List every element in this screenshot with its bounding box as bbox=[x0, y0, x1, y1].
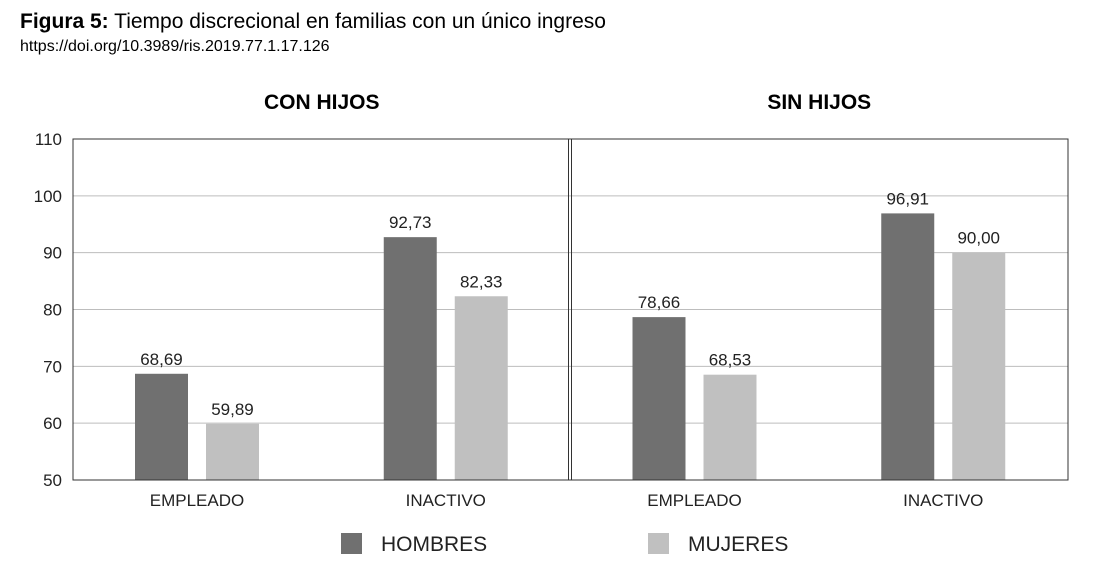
bar-hombres bbox=[881, 213, 935, 480]
bar-mujeres bbox=[703, 374, 757, 480]
data-label: 68,53 bbox=[709, 351, 752, 370]
y-tick-label: 50 bbox=[43, 471, 62, 490]
bar-hombres bbox=[632, 317, 686, 480]
figure-doi: https://doi.org/10.3989/ris.2019.77.1.17… bbox=[20, 38, 330, 55]
y-tick-label: 100 bbox=[34, 187, 62, 206]
category-label: INACTIVO bbox=[903, 491, 983, 510]
category-label: INACTIVO bbox=[406, 491, 486, 510]
legend-swatch-mujeres bbox=[648, 533, 669, 554]
bar-mujeres bbox=[952, 252, 1006, 480]
data-label: 68,69 bbox=[140, 350, 183, 369]
category-label: EMPLEADO bbox=[150, 491, 244, 510]
data-label: 59,89 bbox=[211, 400, 254, 419]
bar-hombres bbox=[135, 373, 188, 480]
data-label: 96,91 bbox=[886, 189, 929, 208]
panel-title: CON HIJOS bbox=[264, 91, 380, 114]
y-tick-label: 60 bbox=[43, 414, 62, 433]
category-label: EMPLEADO bbox=[647, 491, 741, 510]
y-tick-label: 90 bbox=[43, 244, 62, 263]
figure-title: Figura 5: Tiempo discrecional en familia… bbox=[20, 10, 606, 34]
y-tick-label: 70 bbox=[43, 357, 62, 376]
bar-mujeres bbox=[454, 296, 508, 480]
bar-mujeres bbox=[206, 423, 259, 480]
bar-hombres bbox=[383, 237, 437, 480]
legend-label-hombres: HOMBRES bbox=[381, 533, 487, 556]
figure-label: Figura 5: bbox=[20, 10, 109, 33]
data-label: 90,00 bbox=[957, 229, 1000, 248]
legend-swatch-hombres bbox=[341, 533, 362, 554]
data-label: 82,33 bbox=[460, 272, 503, 291]
figure-title-text: Tiempo discrecional en familias con un ú… bbox=[114, 10, 606, 33]
legend-label-mujeres: MUJERES bbox=[688, 533, 788, 556]
y-tick-label: 110 bbox=[35, 130, 62, 149]
y-tick-label: 80 bbox=[43, 301, 62, 320]
plot-frame bbox=[72, 138, 1069, 481]
panel-title: SIN HIJOS bbox=[767, 91, 871, 114]
data-label: 78,66 bbox=[638, 293, 681, 312]
data-label: 92,73 bbox=[389, 213, 432, 232]
